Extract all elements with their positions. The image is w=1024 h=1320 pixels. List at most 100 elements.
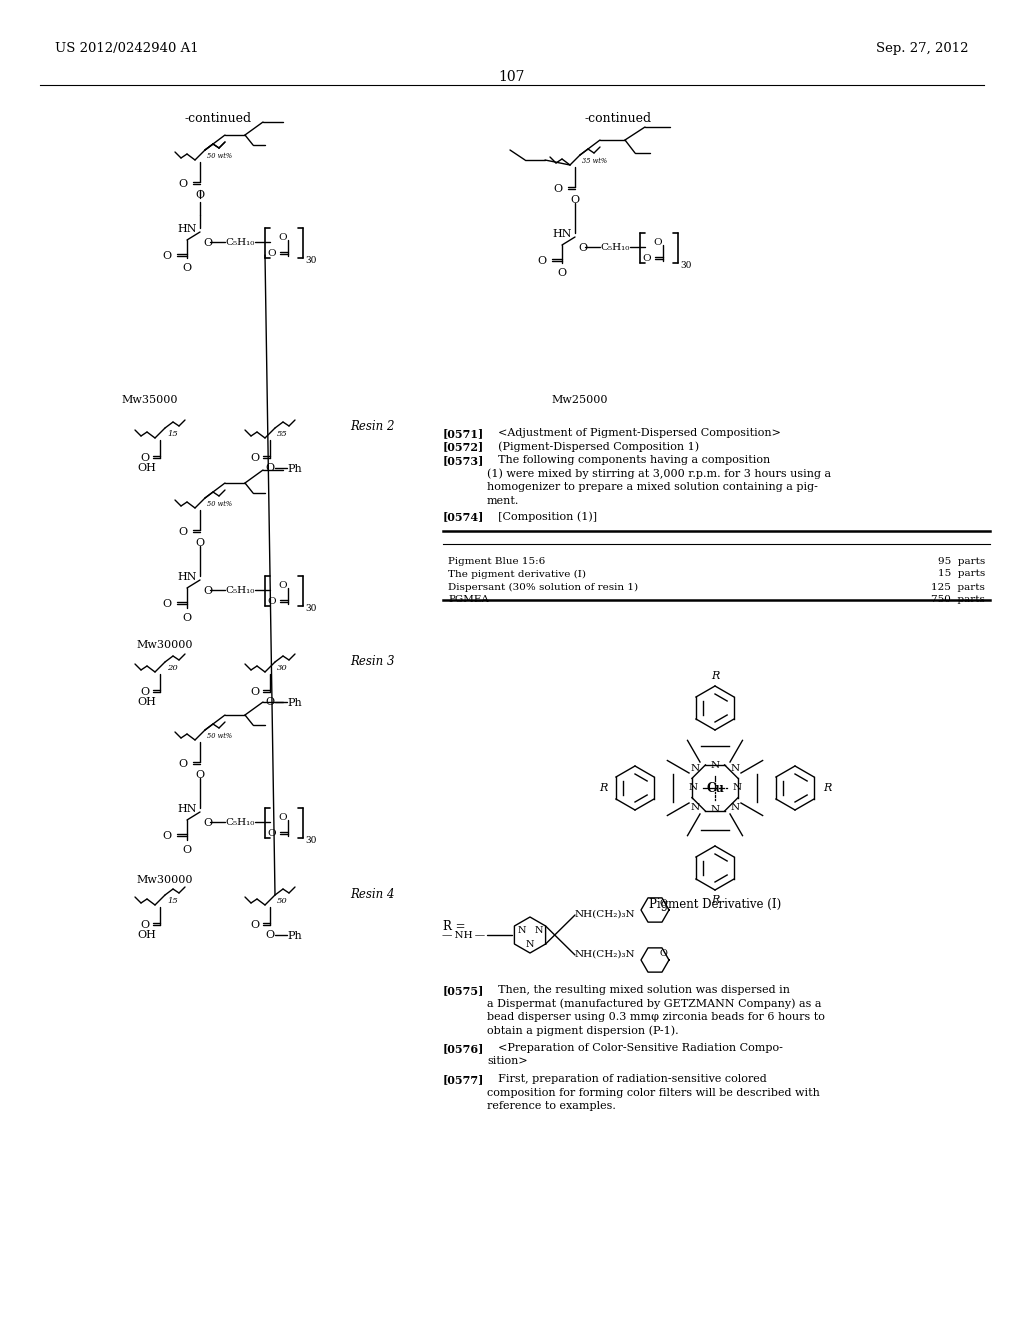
- Text: obtain a pigment dispersion (P-1).: obtain a pigment dispersion (P-1).: [487, 1026, 679, 1036]
- Text: O: O: [267, 249, 276, 257]
- Text: HN: HN: [177, 224, 197, 234]
- Text: O: O: [653, 238, 662, 247]
- Text: [0573]: [0573]: [443, 455, 484, 466]
- Text: 50: 50: [278, 898, 288, 906]
- Text: NH(CH₂)₃N: NH(CH₂)₃N: [575, 950, 636, 960]
- Text: N: N: [525, 940, 535, 949]
- Text: O: O: [265, 463, 274, 473]
- Text: O: O: [278, 581, 287, 590]
- Text: O: O: [659, 899, 668, 908]
- Text: [0571]: [0571]: [443, 428, 484, 440]
- Text: C₅H₁₀: C₅H₁₀: [225, 238, 254, 247]
- Text: Then, the resulting mixed solution was dispersed in: Then, the resulting mixed solution was d…: [487, 985, 790, 995]
- Text: 107: 107: [499, 70, 525, 84]
- Text: bead disperser using 0.3 mmφ zirconia beads for 6 hours to: bead disperser using 0.3 mmφ zirconia be…: [487, 1012, 825, 1022]
- Text: O: O: [265, 931, 274, 940]
- Text: O: O: [196, 539, 205, 548]
- Text: [0577]: [0577]: [443, 1074, 484, 1085]
- Text: 50 wt%: 50 wt%: [207, 152, 232, 160]
- Text: O: O: [203, 818, 212, 828]
- Text: 15: 15: [167, 898, 178, 906]
- Text: O: O: [196, 190, 205, 201]
- Text: Mw35000: Mw35000: [122, 395, 178, 405]
- Text: [0575]: [0575]: [443, 985, 484, 997]
- Text: (Pigment-Dispersed Composition 1): (Pigment-Dispersed Composition 1): [487, 441, 699, 451]
- Text: <Preparation of Color-Sensitive Radiation Compo-: <Preparation of Color-Sensitive Radiatio…: [487, 1043, 783, 1053]
- Text: R =: R =: [443, 920, 466, 933]
- Text: O: O: [196, 770, 205, 780]
- Text: 15: 15: [167, 430, 178, 438]
- Text: [0574]: [0574]: [443, 511, 484, 521]
- Text: Ph: Ph: [287, 931, 302, 941]
- Text: 20: 20: [167, 664, 178, 672]
- Text: R: R: [711, 671, 719, 681]
- Text: O: O: [140, 686, 150, 697]
- Text: O: O: [203, 238, 212, 248]
- Text: PGMEA: PGMEA: [449, 595, 488, 605]
- Text: C₅H₁₀: C₅H₁₀: [225, 818, 254, 828]
- Text: O: O: [182, 845, 191, 855]
- Text: -continued: -continued: [184, 112, 252, 125]
- Text: OH: OH: [137, 463, 157, 473]
- Text: O: O: [557, 268, 566, 279]
- Text: OH: OH: [137, 931, 157, 940]
- Text: Ph: Ph: [287, 465, 302, 474]
- Text: 30: 30: [305, 605, 316, 612]
- Text: Mw25000: Mw25000: [552, 395, 608, 405]
- Text: N: N: [711, 762, 720, 771]
- Text: O: O: [265, 697, 274, 708]
- Text: homogenizer to prepare a mixed solution containing a pig-: homogenizer to prepare a mixed solution …: [487, 482, 818, 492]
- Text: Sep. 27, 2012: Sep. 27, 2012: [877, 42, 969, 55]
- Text: [0572]: [0572]: [443, 441, 484, 453]
- Text: Resin 3: Resin 3: [350, 655, 395, 668]
- Text: N: N: [517, 925, 525, 935]
- Text: O: O: [163, 251, 172, 261]
- Text: HN: HN: [177, 572, 197, 582]
- Text: Pigment Derivative (I): Pigment Derivative (I): [649, 898, 781, 911]
- Text: O: O: [251, 686, 259, 697]
- Text: N: N: [730, 764, 739, 772]
- Text: O: O: [182, 263, 191, 273]
- Text: Dispersant (30% solution of resin 1): Dispersant (30% solution of resin 1): [449, 582, 638, 591]
- Text: O: O: [267, 829, 276, 838]
- Text: 750  parts: 750 parts: [931, 595, 985, 605]
- Text: O: O: [178, 759, 187, 770]
- Text: O: O: [163, 599, 172, 609]
- Text: 50 wt%: 50 wt%: [207, 733, 232, 741]
- Text: Cu: Cu: [707, 781, 724, 795]
- Text: C₅H₁₀: C₅H₁₀: [600, 243, 630, 252]
- Text: O: O: [203, 586, 212, 597]
- Text: 30: 30: [680, 261, 691, 271]
- Text: Mw30000: Mw30000: [137, 640, 194, 649]
- Text: 30: 30: [305, 256, 316, 265]
- Text: O: O: [553, 183, 562, 194]
- Text: R: R: [599, 783, 607, 793]
- Text: composition for forming color filters will be described with: composition for forming color filters wi…: [487, 1088, 820, 1097]
- Text: sition>: sition>: [487, 1056, 527, 1067]
- Text: O: O: [578, 243, 587, 253]
- Text: O: O: [140, 920, 150, 931]
- Text: O: O: [163, 832, 172, 841]
- Text: O: O: [538, 256, 547, 267]
- Text: [0576]: [0576]: [443, 1043, 484, 1053]
- Text: <Adjustment of Pigment-Dispersed Composition>: <Adjustment of Pigment-Dispersed Composi…: [487, 428, 781, 438]
- Text: First, preparation of radiation-sensitive colored: First, preparation of radiation-sensitiv…: [487, 1074, 767, 1084]
- Text: O: O: [251, 453, 259, 463]
- Text: R: R: [711, 895, 719, 906]
- Text: C₅H₁₀: C₅H₁₀: [225, 586, 254, 595]
- Text: 15  parts: 15 parts: [938, 569, 985, 578]
- Text: OH: OH: [137, 697, 157, 708]
- Text: HN: HN: [552, 228, 571, 239]
- Text: HN: HN: [177, 804, 197, 814]
- Text: O: O: [267, 597, 276, 606]
- Text: N: N: [732, 784, 741, 792]
- Text: Resin 2: Resin 2: [350, 420, 395, 433]
- Text: N: N: [690, 804, 699, 812]
- Text: 55: 55: [278, 430, 288, 438]
- Text: 125  parts: 125 parts: [931, 582, 985, 591]
- Text: N: N: [730, 804, 739, 812]
- Text: Ph: Ph: [287, 698, 302, 708]
- Text: ment.: ment.: [487, 495, 519, 506]
- Text: Resin 4: Resin 4: [350, 888, 395, 902]
- Text: (1) were mixed by stirring at 3,000 r.p.m. for 3 hours using a: (1) were mixed by stirring at 3,000 r.p.…: [487, 469, 831, 479]
